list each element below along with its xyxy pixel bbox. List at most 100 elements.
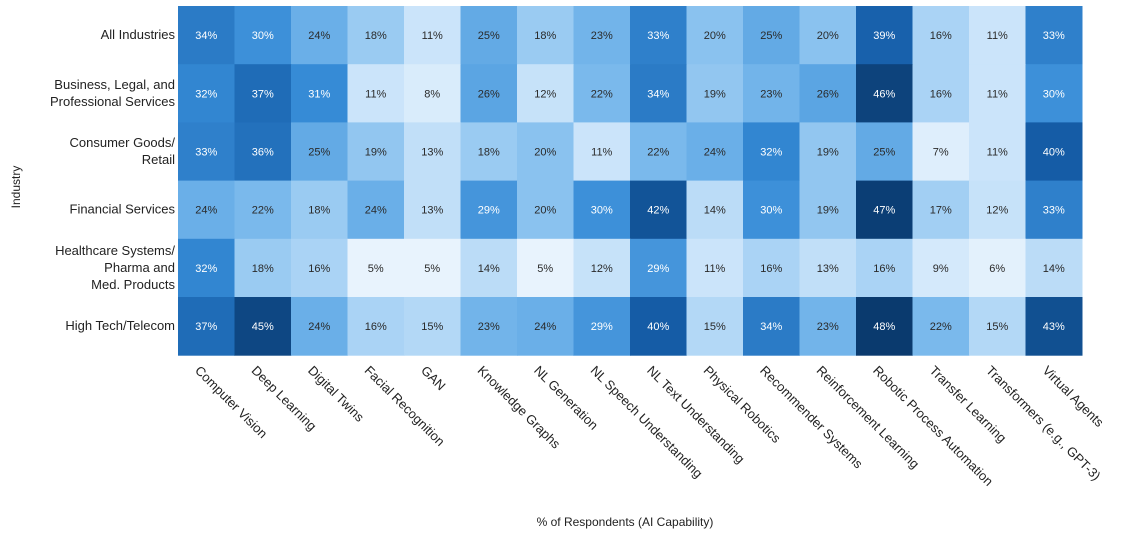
cell-value-label: 16% xyxy=(308,263,330,275)
heatmap-cell xyxy=(686,122,744,182)
cell-value-label: 11% xyxy=(987,147,1008,159)
heatmap-cell xyxy=(517,122,574,182)
heatmap-cell xyxy=(799,238,857,298)
heatmap-cell xyxy=(460,180,518,240)
heatmap-cell xyxy=(912,6,970,65)
heatmap-cell xyxy=(799,180,857,240)
heatmap-cell xyxy=(234,122,292,182)
cell-value-label: 29% xyxy=(647,263,669,275)
heatmap-cell xyxy=(573,238,631,298)
heatmap-cell xyxy=(347,6,405,65)
heatmap-cell xyxy=(573,297,631,356)
heatmap-cell xyxy=(291,238,348,298)
cell-value-label: 14% xyxy=(704,205,726,217)
heatmap-cell xyxy=(460,6,518,65)
heatmap-cell xyxy=(686,180,744,240)
cell-value-label: 8% xyxy=(424,88,440,100)
column-label: NL Speech Understanding xyxy=(588,363,706,481)
cell-value-label: 31% xyxy=(308,88,330,100)
heatmap-cell xyxy=(573,64,631,123)
heatmap-cell xyxy=(178,297,235,356)
cell-value-label: 33% xyxy=(1043,205,1065,217)
heatmap-cell xyxy=(573,180,631,240)
heatmap-cell xyxy=(234,180,292,240)
cell-value-label: 47% xyxy=(873,205,895,217)
cell-value-label: 37% xyxy=(252,88,274,100)
row-label: All Industries xyxy=(101,27,176,42)
heatmap-cell xyxy=(630,6,687,65)
heatmap-cell xyxy=(912,180,970,240)
heatmap-cell xyxy=(969,64,1026,123)
heatmap-cell xyxy=(743,297,800,356)
cell-value-label: 30% xyxy=(1043,88,1065,100)
heatmap-cell xyxy=(912,297,970,356)
cell-value-label: 19% xyxy=(704,88,726,100)
heatmap-cell xyxy=(856,180,913,240)
heatmap-cell xyxy=(743,122,800,182)
heatmap-cell xyxy=(743,64,800,123)
heatmap-cell xyxy=(686,297,744,356)
heatmap-cell xyxy=(404,6,461,65)
cell-value-label: 24% xyxy=(704,147,726,159)
cell-value-label: 23% xyxy=(591,30,613,42)
cell-value-label: 22% xyxy=(591,88,613,100)
cell-value-label: 16% xyxy=(760,263,782,275)
cell-value-label: 33% xyxy=(1043,30,1065,42)
heatmap-cell xyxy=(1025,6,1083,65)
cell-value-label: 5% xyxy=(424,263,440,275)
cell-value-label: 24% xyxy=(308,321,330,333)
cell-value-label: 6% xyxy=(989,263,1005,275)
heatmap-cell xyxy=(517,64,574,123)
cell-value-label: 15% xyxy=(421,321,443,333)
cell-value-label: 24% xyxy=(534,321,556,333)
row-label: Med. Products xyxy=(91,277,175,292)
row-label: Healthcare Systems/ xyxy=(55,243,175,258)
heatmap-cell xyxy=(347,64,405,123)
cell-value-label: 26% xyxy=(817,88,839,100)
cell-value-label: 24% xyxy=(195,205,217,217)
heatmap-cell xyxy=(517,6,574,65)
cell-value-label: 25% xyxy=(760,30,782,42)
heatmap-cell xyxy=(404,180,461,240)
heatmap-cell xyxy=(969,122,1026,182)
heatmap-cell xyxy=(291,180,348,240)
cell-value-label: 22% xyxy=(252,205,274,217)
heatmap-cell xyxy=(460,64,518,123)
cell-value-label: 48% xyxy=(873,321,895,333)
heatmap-cells xyxy=(178,6,1083,356)
heatmap-cell xyxy=(460,297,518,356)
heatmap-cell xyxy=(969,297,1026,356)
cell-value-label: 45% xyxy=(252,321,274,333)
cell-value-label: 20% xyxy=(534,205,556,217)
cell-value-label: 19% xyxy=(817,147,839,159)
heatmap-cell xyxy=(460,122,518,182)
heatmap-cell xyxy=(178,6,235,65)
cell-value-label: 18% xyxy=(478,147,500,159)
cell-value-label: 42% xyxy=(647,205,669,217)
heatmap-cell xyxy=(686,6,744,65)
heatmap-cell xyxy=(1025,64,1083,123)
cell-value-label: 14% xyxy=(1043,263,1065,275)
cell-value-label: 11% xyxy=(591,147,612,159)
column-label: Recommender Systems xyxy=(757,363,866,472)
heatmap-cell xyxy=(517,238,574,298)
heatmap-cell xyxy=(517,180,574,240)
cell-value-label: 18% xyxy=(365,30,387,42)
heatmap-cell xyxy=(856,297,913,356)
heatmap-cell xyxy=(912,64,970,123)
heatmap-cell xyxy=(291,122,348,182)
cell-value-label: 24% xyxy=(365,205,387,217)
cell-value-label: 16% xyxy=(930,30,952,42)
heatmap-cell xyxy=(743,180,800,240)
cell-value-label: 25% xyxy=(308,147,330,159)
column-label: Robotic Process Automation xyxy=(870,363,996,489)
cell-value-label: 15% xyxy=(704,321,726,333)
heatmap-cell xyxy=(630,238,687,298)
heatmap-cell xyxy=(347,297,405,356)
cell-value-label: 11% xyxy=(365,88,386,100)
column-label: Reinforcement Learning xyxy=(814,363,923,472)
cell-value-label: 23% xyxy=(760,88,782,100)
cell-value-label: 25% xyxy=(873,147,895,159)
